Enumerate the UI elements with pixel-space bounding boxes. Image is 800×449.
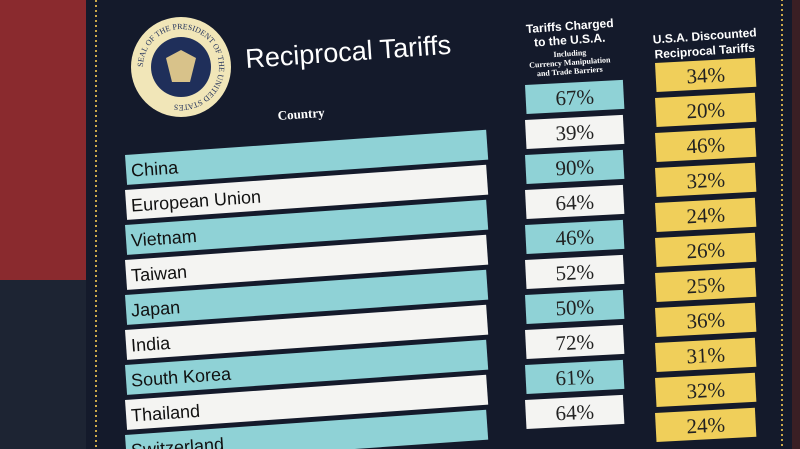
charged-cell: 64% bbox=[525, 184, 625, 219]
charged-cell: 64% bbox=[525, 394, 625, 429]
discounted-cell: 46% bbox=[654, 127, 757, 162]
charged-cell: 61% bbox=[525, 359, 625, 394]
discounted-box bbox=[654, 302, 757, 337]
discounted-box bbox=[654, 197, 757, 232]
discounted-box bbox=[654, 127, 757, 162]
charged-value: 72% bbox=[555, 329, 595, 355]
charged-cell: 90% bbox=[525, 149, 625, 184]
country-row: Vietnam bbox=[124, 199, 489, 255]
charged-value: 46% bbox=[555, 224, 595, 250]
charged-cell: 72% bbox=[525, 324, 625, 359]
person-shadow bbox=[0, 280, 90, 449]
discounted-cell: 20% bbox=[654, 92, 757, 127]
country-name: Taiwan bbox=[130, 262, 187, 286]
discounted-box bbox=[654, 232, 757, 267]
red-backdrop bbox=[0, 0, 90, 280]
discounted-cell: 25% bbox=[654, 267, 757, 302]
country-row: Japan bbox=[124, 269, 489, 325]
discounted-cell: 32% bbox=[655, 372, 757, 407]
discounted-value: 24% bbox=[686, 202, 726, 228]
country-row: Thailand bbox=[124, 374, 489, 430]
charged-cell: 46% bbox=[525, 219, 625, 254]
charged-value: 61% bbox=[555, 364, 595, 390]
country-header: Country bbox=[277, 105, 325, 123]
charged-value: 52% bbox=[555, 259, 595, 285]
country-bar bbox=[125, 164, 489, 220]
charged-value: 64% bbox=[555, 189, 595, 215]
charged-cell: 67% bbox=[525, 79, 625, 114]
discounted-value: 34% bbox=[686, 62, 726, 88]
country-bar bbox=[124, 374, 489, 430]
country-row: China bbox=[124, 129, 489, 185]
discounted-value: 25% bbox=[686, 272, 726, 298]
country-name: Thailand bbox=[130, 401, 200, 426]
discounted-value: 24% bbox=[686, 412, 726, 438]
country-row: Taiwan bbox=[124, 234, 489, 290]
seal: SEAL OF THE PRESIDENT OF THE UNITED STAT… bbox=[131, 17, 231, 117]
discounted-box bbox=[655, 372, 757, 407]
country-bar bbox=[124, 199, 489, 255]
discounted-cell: 26% bbox=[654, 232, 757, 267]
charged-cell: 50% bbox=[525, 289, 625, 324]
country-bar bbox=[124, 339, 489, 395]
country-bar bbox=[124, 234, 489, 290]
charged-box bbox=[525, 114, 625, 149]
discounted-cell: 36% bbox=[654, 302, 757, 337]
discounted-box bbox=[654, 267, 757, 302]
discounted-value: 32% bbox=[686, 377, 726, 403]
charged-box bbox=[525, 219, 625, 254]
discounted-box bbox=[655, 407, 757, 442]
discounted-value: 20% bbox=[686, 97, 726, 123]
discounted-cell: 31% bbox=[655, 337, 757, 372]
country-row: India bbox=[124, 304, 489, 360]
seal-eagle bbox=[166, 50, 196, 82]
charged-box bbox=[525, 324, 625, 359]
discounted-box bbox=[654, 92, 757, 127]
country-name: India bbox=[130, 333, 171, 356]
charged-box bbox=[525, 289, 625, 324]
charged-box bbox=[525, 359, 625, 394]
charged-cell: 39% bbox=[525, 114, 625, 149]
discounted-box bbox=[654, 57, 757, 92]
charged-value: 64% bbox=[555, 399, 595, 425]
discounted-value: 26% bbox=[686, 237, 726, 263]
charged-box bbox=[525, 149, 625, 184]
charged-value: 39% bbox=[555, 119, 595, 145]
charged-box bbox=[525, 394, 625, 429]
discounted-cell: 34% bbox=[654, 57, 757, 92]
discounted-cell: 24% bbox=[654, 197, 757, 232]
charged-box bbox=[525, 184, 625, 219]
country-bar bbox=[124, 269, 489, 325]
country-bar bbox=[124, 129, 489, 185]
discounted-value: 32% bbox=[686, 167, 726, 193]
charged-value: 67% bbox=[555, 84, 595, 110]
country-name: Japan bbox=[130, 297, 180, 320]
discounted-box bbox=[655, 337, 757, 372]
discounted-value: 36% bbox=[686, 307, 726, 333]
charged-value: 90% bbox=[555, 154, 595, 180]
discounted-cell: 24% bbox=[655, 407, 757, 442]
discounted-value: 31% bbox=[686, 342, 726, 368]
charged-value: 50% bbox=[555, 294, 595, 320]
country-row: European Union bbox=[125, 164, 489, 220]
charged-header: to the U.S.A. bbox=[534, 31, 606, 50]
discounted-value: 46% bbox=[686, 132, 726, 158]
charged-header: Tariffs Charged bbox=[525, 16, 614, 36]
country-row: South Korea bbox=[124, 339, 489, 395]
country-bar bbox=[124, 304, 489, 360]
country-bar bbox=[124, 409, 489, 449]
discounted-box bbox=[654, 162, 757, 197]
discounted-cell: 32% bbox=[654, 162, 757, 197]
charged-note: Including bbox=[553, 48, 586, 59]
country-name: China bbox=[130, 157, 179, 180]
country-name: Vietnam bbox=[130, 226, 197, 251]
board-border bbox=[95, 0, 783, 449]
charged-cell: 52% bbox=[525, 254, 625, 289]
country-row: Switzerland bbox=[124, 409, 489, 449]
charged-box bbox=[525, 79, 625, 114]
charged-box bbox=[525, 254, 625, 289]
